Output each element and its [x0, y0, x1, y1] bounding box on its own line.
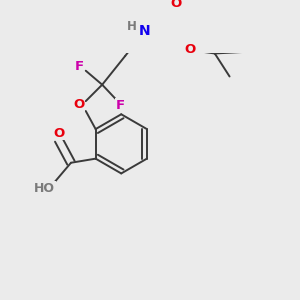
Text: F: F: [75, 60, 84, 73]
Text: O: O: [170, 0, 182, 10]
Text: O: O: [184, 43, 196, 56]
Text: O: O: [74, 98, 85, 111]
Text: HO: HO: [34, 182, 55, 195]
Text: H: H: [127, 20, 137, 33]
Text: N: N: [139, 24, 151, 38]
Text: F: F: [116, 99, 125, 112]
Text: O: O: [53, 127, 64, 140]
